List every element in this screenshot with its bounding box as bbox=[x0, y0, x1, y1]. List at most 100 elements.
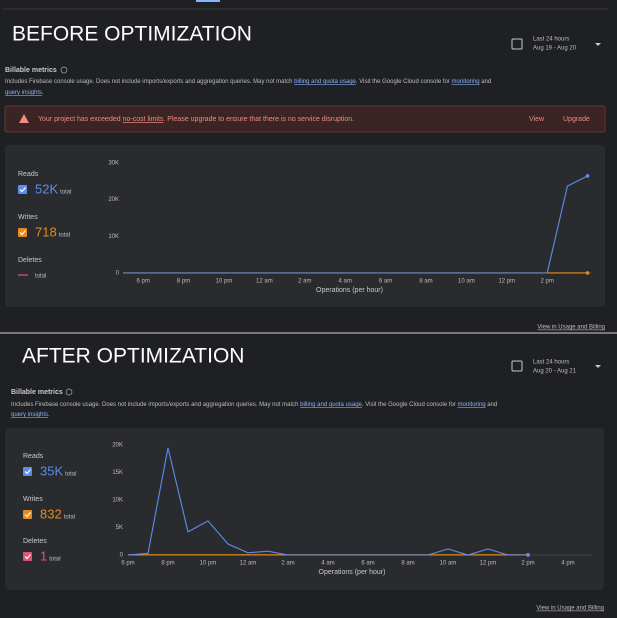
legend-checkbox bbox=[18, 185, 27, 194]
text: . Visit the Google Cloud console for bbox=[362, 402, 458, 408]
legend-name: Writes bbox=[23, 496, 43, 503]
legend-total: 1 bbox=[40, 548, 47, 563]
section-title: Billable metrics bbox=[5, 67, 57, 74]
y-tick-label: 20K bbox=[108, 197, 119, 203]
legend-name: Reads bbox=[18, 171, 39, 178]
link[interactable]: no-cost limits bbox=[123, 116, 164, 123]
y-tick-label: 5K bbox=[116, 525, 123, 531]
x-tick-label: 6 pm bbox=[121, 561, 134, 567]
text: . Please upgrade to ensure that there is… bbox=[163, 116, 354, 123]
link[interactable]: billing and quota usage bbox=[294, 79, 356, 85]
x-tick-label: 2 pm bbox=[521, 561, 534, 567]
x-tick-label: 10 am bbox=[440, 561, 457, 567]
text: Includes Firebase console usage. Does no… bbox=[5, 79, 294, 85]
end-point bbox=[526, 553, 530, 557]
x-tick-label: 12 am bbox=[240, 561, 257, 567]
dropdown-caret bbox=[595, 43, 601, 46]
x-tick-label: 6 am bbox=[361, 561, 374, 567]
checkmark bbox=[19, 230, 26, 236]
y-tick-label: 15K bbox=[112, 470, 123, 476]
y-tick-label: 30K bbox=[108, 161, 119, 167]
x-tick-label: 12 pm bbox=[498, 279, 515, 285]
link[interactable]: monitoring bbox=[452, 79, 480, 85]
end-point bbox=[585, 174, 590, 178]
upgrade-button[interactable]: Upgrade bbox=[563, 116, 590, 123]
help-icon[interactable] bbox=[65, 388, 73, 396]
x-tick-label: 8 am bbox=[401, 561, 414, 567]
help-icon[interactable] bbox=[60, 66, 68, 74]
legend-total-label: total bbox=[35, 274, 46, 280]
heading: AFTER OPTIMIZATION bbox=[22, 345, 244, 368]
warning-icon bbox=[19, 114, 29, 123]
x-tick-label: 6 pm bbox=[137, 279, 150, 285]
dropdown-caret bbox=[595, 365, 601, 368]
legend-total: 718 bbox=[35, 224, 57, 239]
x-axis-title: Operations (per hour) bbox=[319, 569, 386, 576]
x-tick-label: 2 pm bbox=[541, 279, 554, 285]
link[interactable]: billing and quota usage bbox=[300, 402, 362, 408]
text: Your project has exceeded bbox=[38, 116, 123, 123]
legend-name: Deletes bbox=[18, 257, 42, 264]
x-axis-title: Operations (per hour) bbox=[316, 287, 383, 294]
y-tick-label: 10K bbox=[108, 234, 119, 240]
description: query insights. bbox=[5, 90, 44, 96]
link[interactable]: query insights bbox=[11, 412, 48, 418]
chart-card bbox=[5, 428, 604, 590]
date-label: Last 24 hours bbox=[533, 37, 569, 43]
legend-checkbox bbox=[18, 228, 27, 237]
date-selector[interactable]: Last 24 hours Aug 20 - Aug 21 bbox=[511, 360, 601, 375]
warning-banner bbox=[4, 105, 606, 133]
legend-name: Reads bbox=[23, 453, 44, 460]
legend-total: 52K bbox=[35, 181, 58, 196]
x-tick-label: 2 am bbox=[281, 561, 294, 567]
end-point bbox=[585, 271, 590, 275]
x-tick-label: 4 am bbox=[339, 279, 352, 285]
legend-name: Writes bbox=[18, 214, 38, 221]
checkmark bbox=[19, 187, 26, 193]
legend-total: 35K bbox=[40, 463, 63, 478]
date-selector[interactable]: Last 24 hours Aug 19 - Aug 20 bbox=[511, 37, 601, 52]
legend-checkbox bbox=[23, 510, 32, 519]
legend-total-label: total bbox=[60, 190, 71, 196]
view-button[interactable]: View bbox=[529, 116, 545, 123]
usage-link[interactable]: View in Usage and Billing bbox=[536, 606, 604, 612]
y-tick-label: 10K bbox=[112, 498, 123, 504]
x-tick-label: 10 pm bbox=[200, 561, 217, 567]
y-tick-label: 0 bbox=[120, 553, 124, 559]
x-tick-label: 10 am bbox=[458, 279, 475, 285]
y-tick-label: 20K bbox=[112, 443, 123, 449]
date-range: Aug 20 - Aug 21 bbox=[533, 369, 577, 375]
link[interactable]: query insights bbox=[5, 90, 42, 96]
checkmark bbox=[24, 512, 31, 518]
x-tick-label: 12 am bbox=[256, 279, 273, 285]
legend-total-label: total bbox=[59, 233, 70, 239]
active-tab-indicator bbox=[196, 0, 220, 2]
x-tick-label: 2 am bbox=[298, 279, 311, 285]
x-tick-label: 8 pm bbox=[177, 279, 190, 285]
x-tick-label: 6 am bbox=[379, 279, 392, 285]
section-title: Billable metrics bbox=[11, 389, 63, 396]
legend-total-label: total bbox=[49, 557, 60, 563]
description: Includes Firebase console usage. Does no… bbox=[11, 402, 497, 408]
date-range: Aug 19 - Aug 20 bbox=[533, 46, 577, 52]
checkmark bbox=[24, 469, 31, 475]
heading: BEFORE OPTIMIZATION bbox=[12, 23, 252, 46]
legend-checkbox bbox=[23, 467, 32, 476]
legend-total: 832 bbox=[40, 506, 62, 521]
description: Includes Firebase console usage. Does no… bbox=[5, 79, 491, 85]
x-tick-label: 4 am bbox=[321, 561, 334, 567]
series-line bbox=[127, 447, 528, 556]
link[interactable]: monitoring bbox=[458, 402, 486, 408]
text: and bbox=[486, 402, 498, 408]
calendar-icon bbox=[511, 360, 523, 372]
banner-text: Your project has exceeded no-cost limits… bbox=[38, 116, 354, 123]
text: . Visit the Google Cloud console for bbox=[356, 79, 452, 85]
text: and bbox=[480, 79, 492, 85]
text: Includes Firebase console usage. Does no… bbox=[11, 402, 300, 408]
usage-link[interactable]: View in Usage and Billing bbox=[537, 325, 605, 331]
text: . bbox=[42, 90, 44, 96]
date-label: Last 24 hours bbox=[533, 360, 569, 366]
x-tick-label: 8 am bbox=[419, 279, 432, 285]
description: query insights. bbox=[11, 412, 50, 418]
